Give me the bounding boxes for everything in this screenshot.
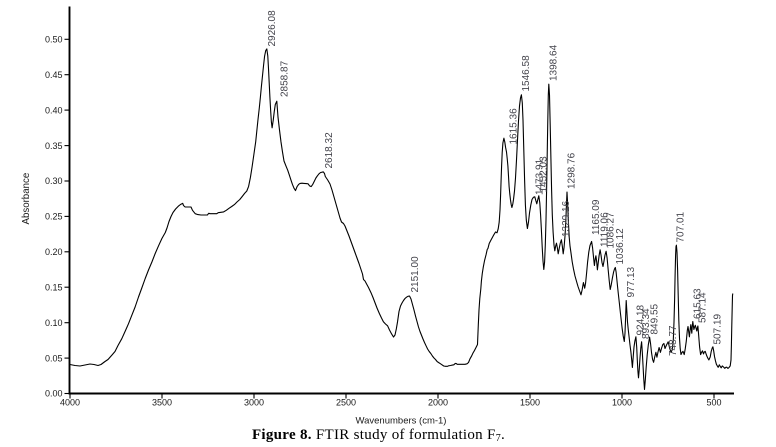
svg-text:2618.32: 2618.32 — [324, 132, 335, 169]
svg-text:2858.87: 2858.87 — [280, 60, 291, 97]
svg-text:1119.06: 1119.06 — [600, 212, 611, 247]
svg-text:1473.91: 1473.91 — [534, 158, 545, 195]
svg-text:500: 500 — [706, 398, 721, 408]
svg-text:0.45: 0.45 — [45, 70, 63, 80]
svg-text:1452.03: 1452.03 — [538, 156, 549, 193]
svg-text:2926.08: 2926.08 — [267, 10, 278, 47]
svg-text:924.18: 924.18 — [636, 304, 647, 335]
svg-text:748.77: 748.77 — [668, 325, 679, 356]
svg-text:1500: 1500 — [520, 398, 540, 408]
svg-text:849.55: 849.55 — [649, 303, 660, 334]
svg-text:1298.76: 1298.76 — [567, 152, 578, 189]
svg-text:0.00: 0.00 — [45, 389, 63, 399]
svg-text:3000: 3000 — [244, 398, 264, 408]
svg-text:0.50: 0.50 — [45, 35, 63, 45]
svg-text:1615.36: 1615.36 — [508, 108, 519, 145]
svg-text:507.19: 507.19 — [712, 313, 723, 344]
svg-text:1000: 1000 — [612, 398, 632, 408]
svg-text:0.15: 0.15 — [45, 282, 63, 292]
svg-text:0.35: 0.35 — [45, 141, 63, 151]
svg-text:4000: 4000 — [60, 398, 80, 408]
svg-text:0.20: 0.20 — [45, 247, 63, 257]
svg-text:587.14: 587.14 — [698, 292, 709, 323]
svg-text:Wavenumbers (cm-1): Wavenumbers (cm-1) — [356, 416, 447, 427]
svg-text:1546.58: 1546.58 — [521, 55, 532, 92]
svg-text:707.01: 707.01 — [676, 211, 687, 242]
svg-text:2000: 2000 — [428, 398, 448, 408]
svg-text:0.30: 0.30 — [45, 176, 63, 186]
svg-text:1165.09: 1165.09 — [591, 199, 602, 235]
svg-text:2500: 2500 — [336, 398, 356, 408]
svg-text:893.34: 893.34 — [641, 308, 652, 339]
svg-text:0.40: 0.40 — [45, 105, 63, 115]
svg-text:0.25: 0.25 — [45, 212, 63, 222]
svg-text:1086.27: 1086.27 — [606, 212, 617, 249]
svg-text:2151.00: 2151.00 — [410, 256, 421, 293]
svg-text:0.05: 0.05 — [45, 353, 63, 363]
svg-text:1036.12: 1036.12 — [615, 228, 626, 265]
svg-text:Absorbance: Absorbance — [21, 173, 32, 225]
svg-text:1398.64: 1398.64 — [548, 44, 559, 81]
svg-text:1329.16: 1329.16 — [561, 200, 572, 237]
svg-text:3500: 3500 — [152, 398, 172, 408]
svg-text:977.13: 977.13 — [626, 266, 637, 297]
svg-text:615.63: 615.63 — [692, 288, 703, 319]
svg-text:0.10: 0.10 — [45, 318, 63, 328]
